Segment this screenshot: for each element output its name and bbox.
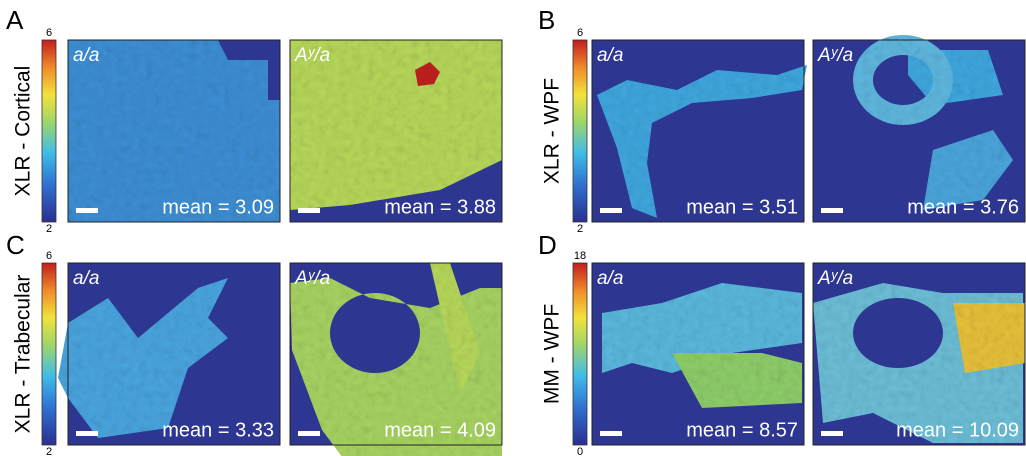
row-label: XLR - Trabecular — [12, 275, 35, 434]
colorbar — [41, 39, 57, 223]
image-frame — [67, 39, 281, 223]
scale-bar — [600, 208, 622, 213]
map-image: Aʸ/a mean = 4.09 — [289, 262, 503, 456]
image-frame — [812, 39, 1026, 223]
scale-bar — [600, 431, 622, 436]
genotype-label: Aʸ/a — [294, 45, 330, 66]
genotype-label: Aʸ/a — [817, 45, 853, 66]
map-image: a/a mean = 3.09 — [67, 39, 281, 223]
map-image: Aʸ/a mean = 10.09 — [812, 262, 1026, 446]
mean-label: mean = 3.51 — [686, 196, 798, 218]
genotype-label: a/a — [597, 268, 623, 289]
genotype-label: Aʸ/a — [294, 268, 330, 289]
tissue-texture — [602, 283, 802, 373]
colorbar — [41, 262, 57, 446]
scale-bar — [298, 208, 320, 213]
scale-bar — [76, 431, 98, 436]
mean-label: mean = 10.09 — [896, 419, 1019, 441]
mean-label: mean = 3.33 — [162, 419, 274, 441]
genotype-label: a/a — [73, 268, 99, 289]
map-image: a/a mean = 3.51 — [591, 39, 807, 223]
mean-label: mean = 3.76 — [907, 196, 1019, 218]
genotype-label: Aʸ/a — [817, 268, 853, 289]
tissue-texture — [430, 263, 480, 393]
genotype-label: a/a — [73, 45, 99, 66]
mean-label: mean = 8.57 — [686, 419, 798, 441]
colorbar — [572, 39, 588, 223]
panel: D MM - WPF 18 0 a/a mean = 8.57 Aʸ/a mean = 10.… — [538, 230, 1026, 456]
mean-label: mean = 3.09 — [162, 196, 274, 218]
row-label: MM - WPF — [541, 304, 564, 404]
image-frame — [289, 39, 503, 223]
row-label: XLR - Cortical — [12, 66, 35, 197]
colorbar-min: 2 — [46, 223, 52, 235]
image-frame — [67, 262, 281, 446]
mean-label: mean = 4.09 — [384, 419, 496, 441]
row-label: XLR - WPF — [541, 78, 564, 184]
panel: B XLR - WPF 6 2 a/a mean = 3.51 Aʸ/a mean = 3.7… — [538, 5, 1026, 235]
map-image: Aʸ/a mean = 3.76 — [812, 35, 1026, 223]
colorbar-min: 2 — [577, 223, 583, 235]
colorbar-min: 0 — [577, 446, 583, 456]
panel: A XLR - Cortical 6 2 a/a mean = 3.09 Aʸ/a mean … — [6, 5, 503, 235]
image-frame — [812, 262, 1026, 446]
map-image: a/a mean = 8.57 — [591, 262, 805, 446]
colorbar-max: 6 — [46, 27, 52, 39]
colorbar-max: 6 — [46, 250, 52, 262]
tissue-texture — [415, 62, 440, 86]
panel-letter: D — [538, 230, 557, 260]
image-frame — [591, 262, 805, 446]
panel-letter: A — [6, 5, 24, 35]
colorbar-max: 18 — [574, 250, 586, 262]
colorbar-max: 6 — [577, 27, 583, 39]
scale-bar — [76, 208, 98, 213]
tissue-texture — [58, 278, 228, 438]
tissue-texture — [290, 40, 502, 210]
panel: C XLR - Trabecular 6 2 a/a mean = 3.33 Aʸ/a mea… — [6, 230, 503, 456]
map-image: Aʸ/a mean = 3.88 — [289, 39, 503, 223]
colorbar — [572, 262, 588, 446]
scale-bar — [298, 431, 320, 436]
mean-label: mean = 3.88 — [384, 196, 496, 218]
colorbar-min: 2 — [46, 446, 52, 456]
tissue-texture — [953, 303, 1025, 373]
genotype-label: a/a — [597, 45, 623, 66]
image-frame — [591, 39, 805, 223]
tissue-texture — [923, 130, 1013, 210]
image-frame — [289, 262, 503, 446]
panel-letter: C — [6, 230, 25, 260]
tissue-texture — [672, 353, 802, 408]
panel-letter: B — [538, 5, 555, 35]
map-image: a/a mean = 3.33 — [58, 262, 281, 446]
tissue-texture — [853, 35, 953, 125]
tissue-texture — [68, 40, 280, 222]
scale-bar — [821, 208, 843, 213]
scale-bar — [821, 431, 843, 436]
tissue-texture — [597, 65, 807, 218]
